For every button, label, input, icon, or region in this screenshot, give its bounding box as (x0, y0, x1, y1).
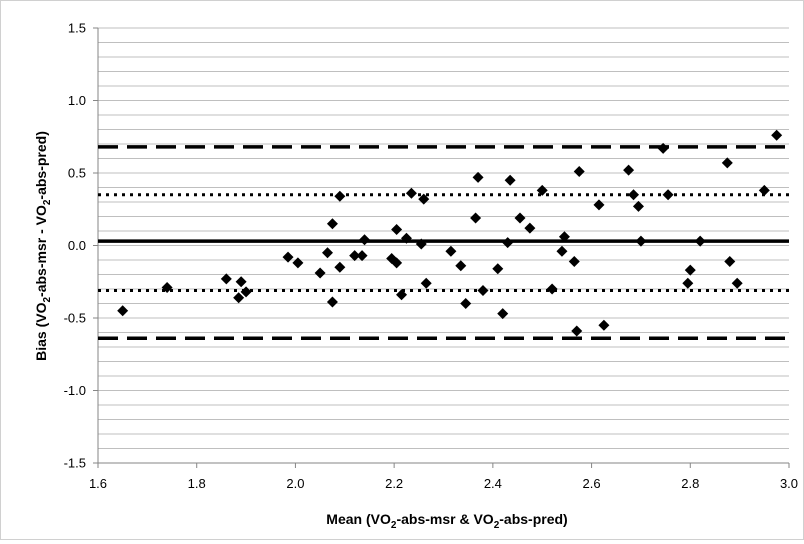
data-point (694, 235, 706, 247)
data-point (568, 255, 580, 267)
data-point (684, 264, 696, 276)
x-tick-label: 2.0 (286, 476, 304, 491)
data-point (455, 260, 467, 272)
data-point (731, 277, 743, 289)
data-point (721, 157, 733, 169)
y-tick-label: 0.5 (68, 166, 86, 181)
data-point (682, 277, 694, 289)
data-point (314, 267, 326, 279)
data-point (220, 273, 232, 285)
data-point (558, 231, 570, 243)
data-point (623, 164, 635, 176)
data-point (415, 238, 427, 250)
data-point (334, 261, 346, 273)
data-point (492, 263, 504, 275)
data-point (724, 255, 736, 267)
y-tick-label: -0.5 (64, 311, 86, 326)
data-point (635, 235, 647, 247)
grid-lines (98, 27, 789, 464)
data-point (662, 189, 674, 201)
data-point (356, 250, 368, 262)
data-point (240, 286, 252, 298)
data-point (359, 234, 371, 246)
y-axis-label: Bias (VO2-abs-msr - VO2-abs-pred) (33, 131, 53, 361)
data-point (391, 257, 403, 269)
x-axis-label: Mean (VO2-abs-msr & VO2-abs-pred) (326, 511, 567, 531)
reference-lines (98, 145, 789, 341)
data-point (593, 199, 605, 211)
y-tick-label: -1.0 (64, 383, 86, 398)
y-tick-label: -1.5 (64, 456, 86, 471)
data-point (292, 257, 304, 269)
data-point (349, 250, 361, 262)
data-point (657, 142, 669, 154)
data-point (391, 224, 403, 236)
data-point (161, 282, 173, 294)
data-point (322, 247, 334, 259)
x-tick-label: 1.8 (188, 476, 206, 491)
data-point (334, 190, 346, 202)
x-tick-label: 2.4 (484, 476, 502, 491)
data-point (546, 283, 558, 295)
x-tick-label: 2.2 (385, 476, 403, 491)
data-point (504, 174, 516, 186)
data-point (470, 212, 482, 224)
data-point (571, 325, 583, 337)
data-point (117, 305, 129, 317)
y-tick-labels: 1.5 1.0 0.5 0.0 -0.5 -1.0 -1.5 (64, 21, 86, 471)
x-tick-label: 1.6 (89, 476, 107, 491)
data-point (418, 193, 430, 205)
data-point (420, 277, 432, 289)
x-tick-labels: 1.6 1.8 2.0 2.2 2.4 2.6 2.8 3.0 (89, 476, 798, 491)
data-point (536, 184, 548, 196)
data-point (632, 200, 644, 212)
x-tick-label: 3.0 (780, 476, 798, 491)
data-point (573, 166, 585, 178)
data-point (556, 245, 568, 257)
x-tick-label: 2.8 (681, 476, 699, 491)
data-point (405, 187, 417, 199)
data-point (628, 189, 640, 201)
data-point (445, 245, 457, 257)
data-point (460, 298, 472, 309)
y-tick-label: 1.0 (68, 93, 86, 108)
data-point (758, 184, 770, 196)
y-tick-label: 1.5 (68, 21, 86, 36)
data-point (771, 129, 783, 141)
data-point (233, 292, 245, 304)
data-point (472, 171, 484, 183)
data-point (497, 308, 509, 320)
data-points (117, 129, 783, 337)
data-point (282, 251, 294, 263)
data-point (326, 296, 338, 308)
axes (93, 27, 790, 468)
x-tick-label: 2.6 (583, 476, 601, 491)
data-point (514, 212, 526, 224)
data-point (396, 289, 408, 301)
data-point (235, 276, 247, 288)
data-point (400, 232, 412, 244)
data-point (524, 222, 536, 234)
data-point (326, 218, 338, 230)
y-tick-label: 0.0 (68, 238, 86, 253)
data-point (477, 284, 489, 296)
data-point (502, 237, 514, 249)
data-point (598, 319, 610, 331)
